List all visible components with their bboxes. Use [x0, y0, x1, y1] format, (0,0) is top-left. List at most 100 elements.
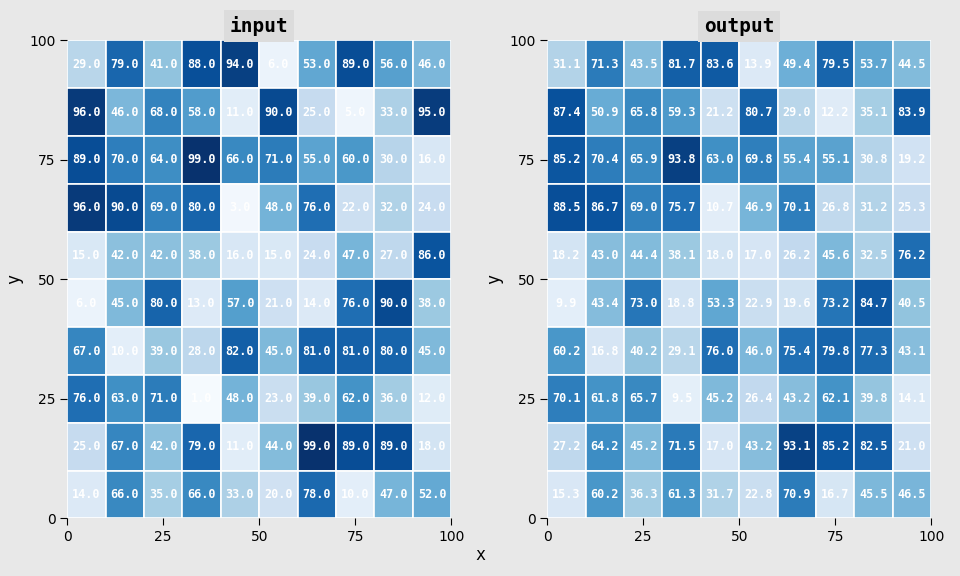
Title: input: input	[229, 16, 289, 36]
Text: 9.9: 9.9	[556, 297, 577, 310]
Bar	[739, 327, 778, 375]
Text: 83.6: 83.6	[706, 58, 734, 71]
Bar	[106, 184, 144, 232]
Bar	[816, 40, 854, 88]
Bar	[624, 375, 662, 423]
Text: 45.2: 45.2	[629, 440, 658, 453]
Bar	[854, 423, 893, 471]
Bar	[413, 136, 451, 184]
Bar	[624, 279, 662, 327]
Text: 55.0: 55.0	[302, 153, 331, 166]
Text: 57.0: 57.0	[226, 297, 254, 310]
Bar	[221, 375, 259, 423]
Bar	[298, 423, 336, 471]
Bar	[106, 88, 144, 136]
Bar	[374, 279, 413, 327]
Bar	[893, 423, 931, 471]
Text: 39.0: 39.0	[302, 392, 331, 406]
Text: 70.0: 70.0	[110, 153, 139, 166]
Text: 40.2: 40.2	[629, 344, 658, 358]
Text: 22.8: 22.8	[744, 488, 773, 501]
Text: 99.0: 99.0	[302, 440, 331, 453]
Bar	[413, 279, 451, 327]
Text: 48.0: 48.0	[264, 201, 293, 214]
Bar	[144, 375, 182, 423]
Text: 69.0: 69.0	[149, 201, 178, 214]
Title: output: output	[704, 17, 775, 36]
Text: 94.0: 94.0	[226, 58, 254, 71]
Text: 22.0: 22.0	[341, 201, 370, 214]
Bar	[778, 423, 816, 471]
Text: 23.0: 23.0	[264, 392, 293, 406]
Bar	[67, 327, 106, 375]
Text: 24.0: 24.0	[302, 249, 331, 262]
Text: 12.0: 12.0	[418, 392, 446, 406]
Text: 63.0: 63.0	[110, 392, 139, 406]
Text: 11.0: 11.0	[226, 105, 254, 119]
Bar	[336, 327, 374, 375]
Text: 65.7: 65.7	[629, 392, 658, 406]
Bar	[413, 471, 451, 518]
Bar	[259, 327, 298, 375]
Text: 93.1: 93.1	[782, 440, 811, 453]
Bar	[662, 471, 701, 518]
Text: 88.5: 88.5	[552, 201, 581, 214]
Text: 45.2: 45.2	[706, 392, 734, 406]
Text: 18.2: 18.2	[552, 249, 581, 262]
Bar	[586, 88, 624, 136]
Bar	[336, 375, 374, 423]
Text: 38.1: 38.1	[667, 249, 696, 262]
Text: 44.0: 44.0	[264, 440, 293, 453]
Bar	[547, 375, 586, 423]
Bar	[298, 136, 336, 184]
Text: 65.8: 65.8	[629, 105, 658, 119]
Bar	[854, 88, 893, 136]
Text: 77.3: 77.3	[859, 344, 888, 358]
Text: x: x	[475, 547, 485, 564]
Text: 11.0: 11.0	[226, 440, 254, 453]
Bar	[893, 232, 931, 279]
Text: 89.0: 89.0	[341, 58, 370, 71]
Bar	[144, 136, 182, 184]
Text: 80.0: 80.0	[187, 201, 216, 214]
Text: 82.5: 82.5	[859, 440, 888, 453]
Text: 76.0: 76.0	[706, 344, 734, 358]
Text: 33.0: 33.0	[226, 488, 254, 501]
Bar	[739, 279, 778, 327]
Bar	[547, 232, 586, 279]
Bar	[182, 423, 221, 471]
Bar	[701, 184, 739, 232]
Text: 76.0: 76.0	[302, 201, 331, 214]
Bar	[547, 279, 586, 327]
Y-axis label: y: y	[486, 274, 503, 285]
Bar	[586, 375, 624, 423]
Text: 70.1: 70.1	[782, 201, 811, 214]
Bar	[816, 279, 854, 327]
Bar	[662, 184, 701, 232]
Text: 13.0: 13.0	[187, 297, 216, 310]
Text: 43.5: 43.5	[629, 58, 658, 71]
Bar	[221, 232, 259, 279]
Text: 5.0: 5.0	[345, 105, 366, 119]
Text: 85.2: 85.2	[821, 440, 850, 453]
Bar	[739, 136, 778, 184]
Bar	[259, 279, 298, 327]
Text: 96.0: 96.0	[72, 105, 101, 119]
Bar	[739, 40, 778, 88]
Text: 73.0: 73.0	[629, 297, 658, 310]
Bar	[298, 40, 336, 88]
Text: 39.0: 39.0	[149, 344, 178, 358]
Bar	[182, 232, 221, 279]
Bar	[586, 232, 624, 279]
Bar	[739, 471, 778, 518]
Bar	[221, 136, 259, 184]
Bar	[624, 88, 662, 136]
Text: 62.0: 62.0	[341, 392, 370, 406]
Bar	[816, 184, 854, 232]
Text: 75.7: 75.7	[667, 201, 696, 214]
Bar	[67, 279, 106, 327]
Text: 88.0: 88.0	[187, 58, 216, 71]
Text: 26.2: 26.2	[782, 249, 811, 262]
Text: 28.0: 28.0	[187, 344, 216, 358]
Bar	[259, 88, 298, 136]
